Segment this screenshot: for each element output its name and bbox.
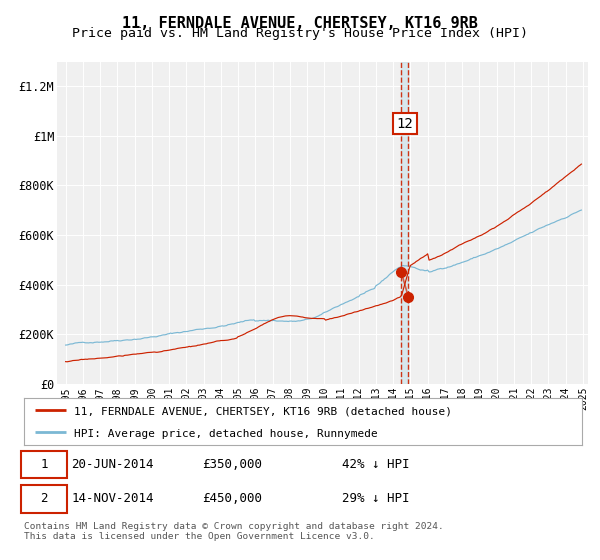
Text: 1: 1 [40,458,48,471]
FancyBboxPatch shape [21,485,67,512]
Text: 29% ↓ HPI: 29% ↓ HPI [342,492,410,505]
Text: 12: 12 [397,116,413,130]
Text: 11, FERNDALE AVENUE, CHERTSEY, KT16 9RB: 11, FERNDALE AVENUE, CHERTSEY, KT16 9RB [122,16,478,31]
FancyBboxPatch shape [21,451,67,478]
Text: £450,000: £450,000 [203,492,263,505]
Text: 20-JUN-2014: 20-JUN-2014 [71,458,154,471]
Text: 11, FERNDALE AVENUE, CHERTSEY, KT16 9RB (detached house): 11, FERNDALE AVENUE, CHERTSEY, KT16 9RB … [74,407,452,417]
Text: £350,000: £350,000 [203,458,263,471]
Text: 2: 2 [40,492,48,505]
Text: HPI: Average price, detached house, Runnymede: HPI: Average price, detached house, Runn… [74,429,378,439]
Bar [401,62,409,384]
Text: 42% ↓ HPI: 42% ↓ HPI [342,458,410,471]
Text: Price paid vs. HM Land Registry's House Price Index (HPI): Price paid vs. HM Land Registry's House … [72,27,528,40]
Text: 14-NOV-2014: 14-NOV-2014 [71,492,154,505]
Text: Contains HM Land Registry data © Crown copyright and database right 2024.
This d: Contains HM Land Registry data © Crown c… [24,522,444,542]
